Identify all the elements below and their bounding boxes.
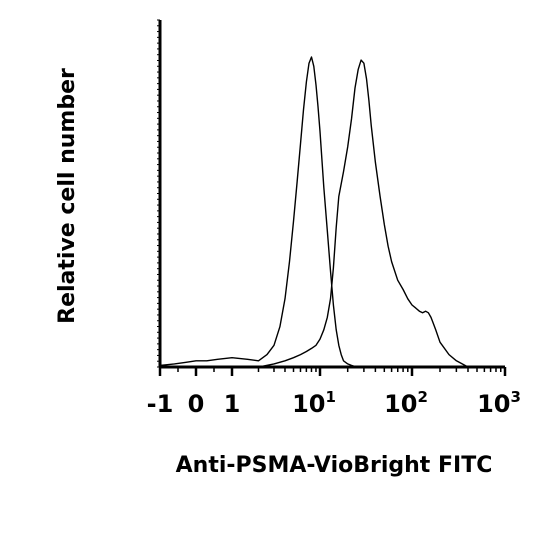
x-tick-label: 1	[224, 390, 241, 418]
x-tick-label: -1	[147, 390, 174, 418]
x-tick-label: 102	[384, 388, 428, 418]
y-axis-title: Relative cell number	[55, 68, 80, 324]
histogram-series-2	[258, 59, 469, 368]
axes: -1 0 1 101 102 103	[147, 19, 521, 418]
x-tick-exponent: 3	[510, 388, 520, 406]
x-tick-label: 101	[292, 388, 336, 418]
x-tick-exponent: 2	[417, 388, 427, 406]
x-tick-label: 103	[477, 388, 521, 418]
x-tick-exponent: 1	[325, 388, 335, 406]
plot-area	[159, 56, 469, 368]
histogram-series-1	[159, 56, 362, 368]
x-tick-label: 0	[188, 390, 205, 418]
x-axis-title: Anti-PSMA-VioBright FITC	[176, 453, 493, 478]
